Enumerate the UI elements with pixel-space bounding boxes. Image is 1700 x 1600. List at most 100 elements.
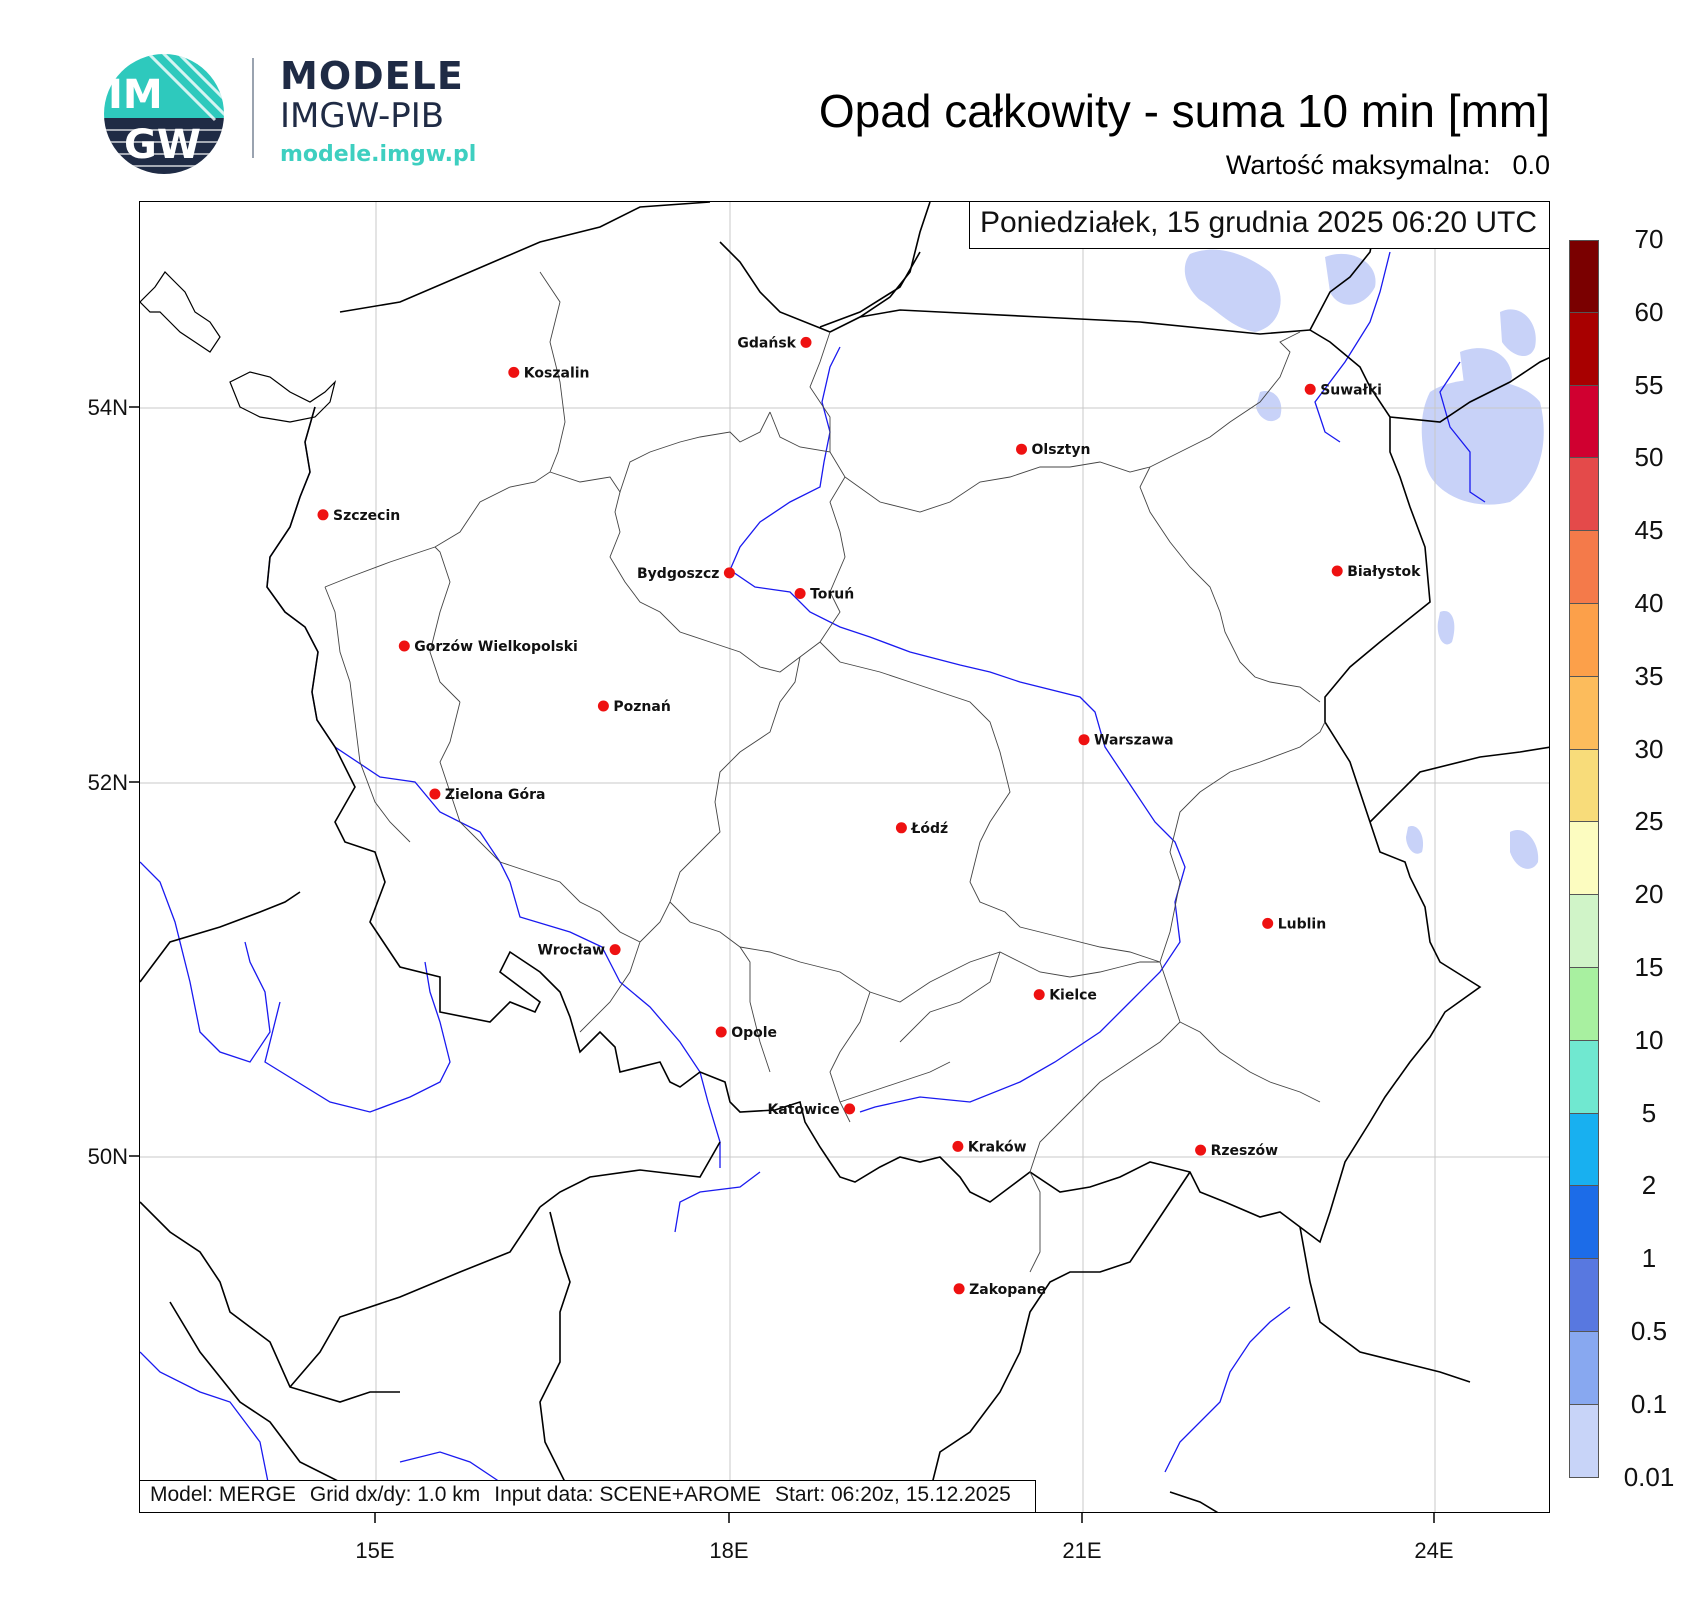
- border-latvia: [1389, 357, 1549, 423]
- logo-line2: IMGW-PIB: [280, 96, 445, 136]
- colorbar-label: 70: [1634, 224, 1664, 254]
- river-tisza: [1164, 1306, 1291, 1473]
- vb-malopolskie-n: [839, 1061, 951, 1103]
- border-czech-slovakia: [539, 1141, 721, 1208]
- page-title: Opad całkowity - suma 10 min [mm]: [818, 85, 1550, 137]
- lat-tick-50n: 50N: [87, 1144, 128, 1169]
- city-marker[interactable]: [1331, 565, 1343, 577]
- colorbar-segment: [1569, 458, 1599, 532]
- colorbar-segment: [1569, 1259, 1599, 1332]
- colorbar-segment: [1569, 1404, 1599, 1478]
- colorbar-segment: [1569, 531, 1599, 604]
- city-label: Zielona Góra: [445, 787, 546, 803]
- voivodeship-borders: [324, 271, 1326, 1273]
- vb-lubelskie-s: [1179, 1021, 1321, 1103]
- vb-wielkopolskie-w: [429, 546, 461, 703]
- city-marker[interactable]: [1078, 734, 1090, 746]
- lake: [1500, 309, 1536, 357]
- city-label: Toruń: [810, 587, 854, 603]
- colorbar-label: 15: [1634, 952, 1664, 982]
- colorbar-segment: [1569, 1331, 1599, 1405]
- lakes: [1184, 249, 1544, 869]
- date-label: Poniedziałek, 15 grudnia 2025 06:20 UTC: [968, 202, 1549, 249]
- coastline-gdansk: [719, 202, 931, 333]
- map-canvas: Gdańsk Koszalin Suwałki Olsztyn Szczecin Biał…: [140, 202, 1549, 1512]
- river-daugava: [1439, 361, 1486, 503]
- city-marker[interactable]: [723, 567, 735, 579]
- vb-mazowieckie-w: [819, 641, 1161, 963]
- logo-badge-top: IM: [108, 72, 163, 118]
- colorbar-segment: [1569, 385, 1599, 459]
- rivers: [140, 251, 1486, 1493]
- lake: [1256, 391, 1282, 422]
- map-panel[interactable]: Gdańsk Koszalin Suwałki Olsztyn Szczecin Biał…: [139, 201, 1550, 1513]
- lat-tick-54n: 54N: [87, 395, 128, 420]
- city-marker[interactable]: [1033, 989, 1045, 1001]
- city-marker[interactable]: [715, 1026, 727, 1038]
- coast-detail: [140, 271, 337, 423]
- river-small: [399, 1451, 501, 1483]
- city-label: Bydgoszcz: [637, 566, 719, 582]
- country-borders: [140, 202, 1549, 1512]
- city-marker[interactable]: [1195, 1144, 1207, 1156]
- river-elbe: [140, 861, 271, 1063]
- colorbar-segment: [1569, 822, 1599, 896]
- city-marker[interactable]: [953, 1283, 965, 1295]
- colorbar-label: 40: [1634, 588, 1664, 618]
- border-belarus-ukraine: [1369, 746, 1549, 823]
- vb-podlaskie: [1139, 466, 1321, 703]
- city-label: Katowice: [767, 1102, 839, 1118]
- colorbar-label: 35: [1634, 660, 1664, 691]
- imgw-logo: IM GW MODELE IMGW-PIB modele.imgw.pl: [100, 50, 480, 180]
- city-marker[interactable]: [1304, 383, 1316, 395]
- city-marker[interactable]: [508, 366, 520, 378]
- vb-lubuskie-e: [324, 586, 411, 843]
- city-label: Poznań: [613, 699, 670, 715]
- city-marker[interactable]: [398, 640, 410, 652]
- vb-podkarpackie-w: [1029, 961, 1181, 1273]
- city-marker[interactable]: [609, 944, 621, 956]
- city-marker[interactable]: [1016, 443, 1027, 455]
- city-marker[interactable]: [429, 788, 441, 800]
- city-label: Lublin: [1278, 916, 1326, 932]
- max-value-line: Wartość maksymalna: 0.0: [1226, 150, 1550, 181]
- border-south: [539, 1211, 571, 1512]
- city-marker[interactable]: [1262, 917, 1274, 929]
- colorbar-label: 20: [1634, 879, 1664, 910]
- border-austria: [289, 1206, 541, 1388]
- colorbar-segment: [1569, 967, 1599, 1041]
- colorbar-segment: [1569, 676, 1599, 750]
- vb-warminsko-s: [844, 461, 1151, 513]
- vb-opolskie-w: [579, 941, 641, 1033]
- city-label: Szczecin: [333, 508, 400, 524]
- lat-tick-52n: 52N: [87, 770, 128, 795]
- colorbar-segment: [1569, 603, 1599, 677]
- vb-pomorskie-e: [769, 331, 831, 453]
- city-marker[interactable]: [844, 1103, 856, 1115]
- city-marker[interactable]: [597, 700, 609, 712]
- city-marker[interactable]: [895, 822, 907, 834]
- colorbar: [1569, 240, 1599, 1478]
- max-value: 0.0: [1512, 150, 1550, 180]
- colorbar-label: 45: [1634, 515, 1664, 546]
- city-label: Rzeszów: [1211, 1143, 1279, 1159]
- lake: [1325, 253, 1376, 305]
- colorbar-label: 30: [1634, 733, 1664, 764]
- city-label: Gorzów Wielkopolski: [414, 639, 578, 655]
- vb-wielkopolskie-s: [439, 701, 641, 943]
- model-name: Model: MERGE: [150, 1483, 296, 1506]
- city-marker[interactable]: [952, 1140, 964, 1152]
- input-info: Input data: SCENE+AROME: [494, 1483, 761, 1506]
- city-marker[interactable]: [800, 336, 812, 348]
- logo-line1: MODELE: [280, 54, 464, 98]
- colorbar-segment: [1569, 1040, 1599, 1114]
- city-marker[interactable]: [794, 588, 806, 599]
- river-morava: [674, 1171, 761, 1233]
- border-se: [1169, 1491, 1219, 1512]
- city-marker[interactable]: [317, 509, 329, 521]
- lake: [1421, 379, 1544, 505]
- city-label: Koszalin: [524, 365, 590, 381]
- grid-info: Grid dx/dy: 1.0 km: [309, 1483, 481, 1506]
- city-label: Olsztyn: [1032, 442, 1091, 458]
- colorbar-label: 55: [1634, 369, 1664, 400]
